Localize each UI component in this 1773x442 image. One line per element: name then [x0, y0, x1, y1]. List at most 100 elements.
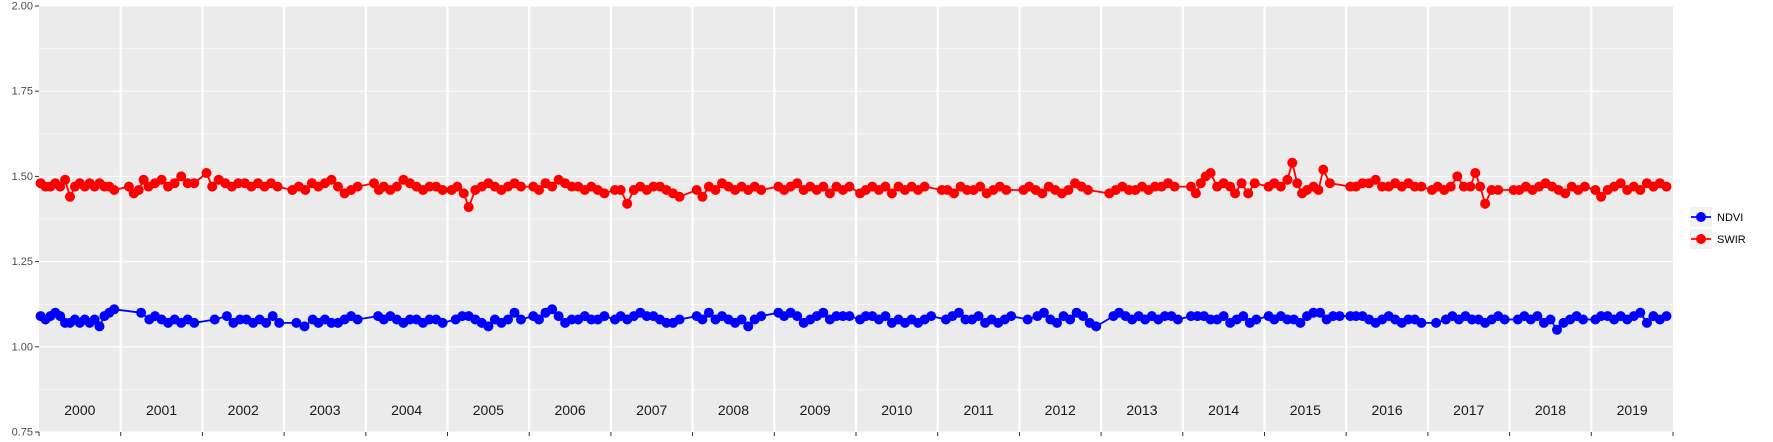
data-point	[919, 181, 930, 192]
data-point	[299, 321, 310, 332]
data-point	[483, 321, 494, 332]
data-point	[1169, 181, 1180, 192]
data-point	[818, 181, 829, 192]
data-point	[1370, 174, 1381, 185]
data-point	[1251, 314, 1262, 325]
data-point	[1532, 311, 1543, 322]
data-point	[973, 311, 984, 322]
data-point	[291, 317, 302, 328]
data-point	[1452, 171, 1463, 182]
data-point	[1230, 188, 1241, 199]
y-tick-label: 1.00	[12, 341, 33, 353]
y-axis: 0.75 1.00 1.25 1.50 1.75 2.00	[12, 1, 39, 439]
data-point	[534, 314, 544, 325]
data-point	[274, 317, 285, 328]
data-point	[844, 311, 855, 322]
legend-label: SWIR	[1717, 234, 1746, 246]
data-point	[516, 314, 526, 325]
data-point	[189, 178, 200, 189]
data-point	[1635, 185, 1646, 195]
data-point	[1578, 314, 1589, 325]
year-label: 2019	[1617, 402, 1648, 418]
year-label: 2016	[1371, 402, 1402, 418]
data-point	[1596, 191, 1607, 202]
year-label: 2002	[228, 402, 259, 418]
data-point	[156, 174, 167, 185]
data-point	[463, 202, 474, 213]
data-point	[1416, 317, 1427, 328]
data-point	[697, 314, 708, 325]
data-point	[1282, 174, 1293, 185]
data-point	[333, 181, 343, 192]
data-point	[516, 181, 526, 192]
data-point	[691, 185, 702, 195]
year-label: 2004	[391, 402, 422, 418]
data-point	[880, 311, 891, 322]
data-point	[599, 188, 610, 199]
data-point	[553, 311, 564, 322]
data-point	[1292, 178, 1303, 189]
y-tick-label: 2.00	[12, 1, 33, 13]
data-point	[949, 188, 959, 199]
data-point	[452, 181, 463, 192]
y-tick-label: 0.75	[12, 427, 33, 439]
year-label: 2000	[64, 402, 95, 418]
data-point	[1661, 311, 1672, 322]
data-point	[792, 311, 803, 322]
data-point	[674, 314, 685, 325]
data-point	[756, 311, 767, 322]
data-point	[391, 181, 402, 192]
data-point	[1465, 181, 1476, 192]
year-label: 2011	[963, 402, 993, 418]
data-point	[547, 304, 558, 315]
data-point	[1037, 188, 1048, 199]
data-point	[1499, 314, 1510, 325]
data-point	[1052, 317, 1062, 328]
data-point	[1545, 314, 1556, 325]
y-tick-label: 1.75	[12, 86, 33, 98]
data-point	[1661, 181, 1672, 192]
data-point	[1287, 157, 1298, 168]
data-point	[437, 317, 448, 328]
y-tick-label: 1.50	[12, 171, 33, 183]
data-point	[615, 185, 626, 195]
data-point	[1218, 311, 1229, 322]
data-point	[1324, 178, 1335, 189]
data-point	[1063, 185, 1074, 195]
data-point	[880, 181, 891, 192]
data-point	[267, 311, 278, 322]
data-point	[60, 174, 71, 185]
legend-key-point	[1696, 234, 1706, 244]
data-point	[1560, 188, 1571, 199]
data-point	[352, 314, 363, 325]
data-point	[1318, 164, 1329, 175]
data-point	[1480, 198, 1491, 209]
year-label: 2015	[1290, 402, 1321, 418]
data-point	[1475, 181, 1486, 192]
year-label: 2014	[1208, 402, 1239, 418]
data-point	[1641, 317, 1652, 328]
year-label: 2018	[1535, 402, 1566, 418]
data-point	[844, 181, 855, 192]
data-point	[743, 321, 754, 332]
data-point	[926, 311, 937, 322]
data-point	[1431, 317, 1442, 328]
data-point	[697, 191, 708, 202]
data-point	[1315, 307, 1326, 318]
legend-label: NDVI	[1717, 212, 1743, 224]
data-point	[1552, 324, 1562, 335]
data-point	[1172, 314, 1183, 325]
data-point	[1635, 307, 1646, 318]
year-label: 2012	[1045, 402, 1076, 418]
data-point	[622, 198, 633, 209]
data-point	[261, 317, 272, 328]
data-point	[1006, 311, 1017, 322]
data-point	[1615, 178, 1626, 189]
data-point	[1590, 185, 1601, 195]
data-point	[1445, 181, 1456, 192]
y-tick-label: 1.25	[12, 256, 33, 268]
data-point	[710, 185, 721, 195]
data-point	[1275, 181, 1286, 192]
data-point	[1249, 178, 1260, 189]
data-point	[824, 188, 835, 199]
